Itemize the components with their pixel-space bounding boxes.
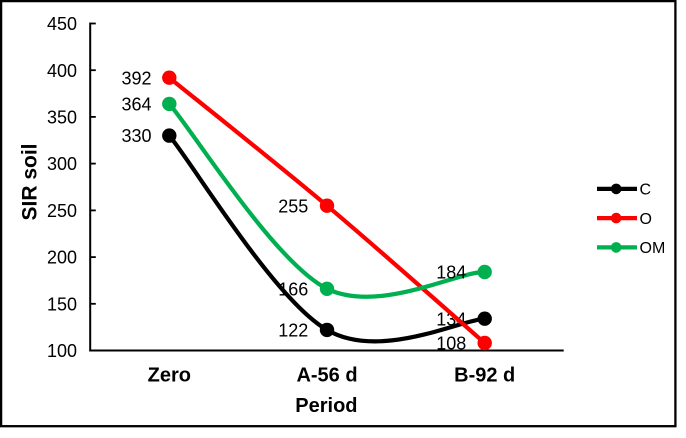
svg-text:OM: OM	[640, 240, 666, 257]
svg-text:400: 400	[47, 61, 77, 81]
svg-text:Period: Period	[295, 395, 357, 417]
svg-text:150: 150	[47, 294, 77, 314]
svg-text:184: 184	[436, 263, 466, 283]
svg-text:200: 200	[47, 248, 77, 268]
svg-text:350: 350	[47, 108, 77, 128]
svg-text:166: 166	[278, 279, 308, 299]
svg-text:330: 330	[121, 126, 151, 146]
svg-text:C: C	[640, 182, 652, 199]
svg-text:134: 134	[436, 309, 466, 329]
svg-text:O: O	[640, 211, 652, 228]
svg-text:392: 392	[121, 68, 151, 88]
svg-text:Zero: Zero	[148, 365, 191, 387]
svg-text:300: 300	[47, 154, 77, 174]
svg-text:A-56 d: A-56 d	[296, 365, 357, 387]
svg-text:100: 100	[47, 341, 77, 361]
svg-text:250: 250	[47, 201, 77, 221]
svg-text:255: 255	[278, 196, 308, 216]
svg-text:364: 364	[121, 95, 151, 115]
svg-text:450: 450	[47, 14, 77, 34]
svg-text:B-92 d: B-92 d	[454, 365, 515, 387]
svg-text:108: 108	[436, 334, 466, 354]
svg-text:122: 122	[278, 321, 308, 341]
svg-text:SIR soil: SIR soil	[18, 143, 41, 220]
